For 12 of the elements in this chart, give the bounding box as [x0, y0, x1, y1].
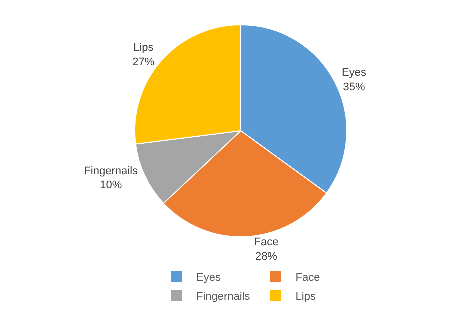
slice-label: Lips — [134, 42, 154, 54]
slice-label: Face — [254, 236, 279, 249]
legend-label: Fingernails — [196, 291, 251, 304]
data-label: 28% — [255, 251, 278, 264]
data-label: 27% — [132, 56, 155, 68]
legend-label: Face — [296, 272, 320, 284]
slice-label: Eyes — [342, 67, 367, 80]
data-label: 10% — [100, 180, 122, 192]
data-label: 35% — [343, 81, 366, 94]
slice-label: Fingernails — [84, 165, 139, 178]
legend-label: Eyes — [196, 272, 222, 284]
legend-label: Lips — [296, 291, 316, 304]
